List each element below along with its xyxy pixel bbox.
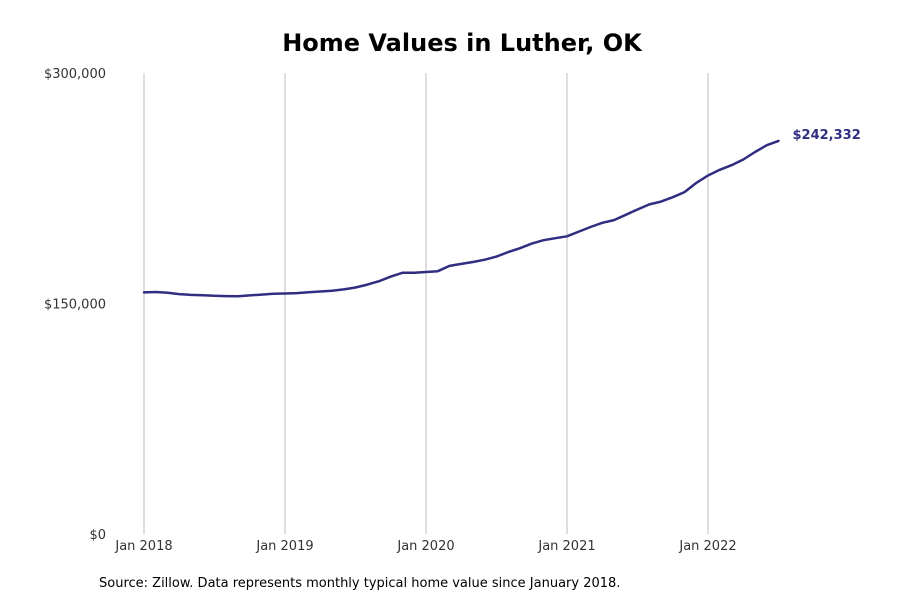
x-tick-label: Jan 2020 bbox=[396, 539, 454, 554]
y-tick-labels: $0 $150,000 $300,000 bbox=[44, 67, 106, 543]
y-tick-label: $300,000 bbox=[44, 67, 106, 82]
x-gridlines bbox=[143, 73, 709, 534]
end-value-label: $242,332 bbox=[793, 128, 861, 143]
source-note: Source: Zillow. Data represents monthly … bbox=[99, 576, 620, 591]
y-tick-label: $0 bbox=[89, 528, 106, 543]
y-tick-label: $150,000 bbox=[44, 298, 106, 313]
series-line-home-value bbox=[142, 139, 780, 298]
x-tick-label: Jan 2022 bbox=[678, 539, 736, 554]
chart-title: Home Values in Luther, OK bbox=[282, 29, 643, 57]
x-tick-labels: Jan 2018 Jan 2019 Jan 2020 Jan 2021 Jan 2022 bbox=[114, 539, 736, 554]
x-tick-label: Jan 2021 bbox=[537, 539, 595, 554]
x-tick-label: Jan 2019 bbox=[255, 539, 313, 554]
x-tick-label: Jan 2018 bbox=[114, 539, 172, 554]
